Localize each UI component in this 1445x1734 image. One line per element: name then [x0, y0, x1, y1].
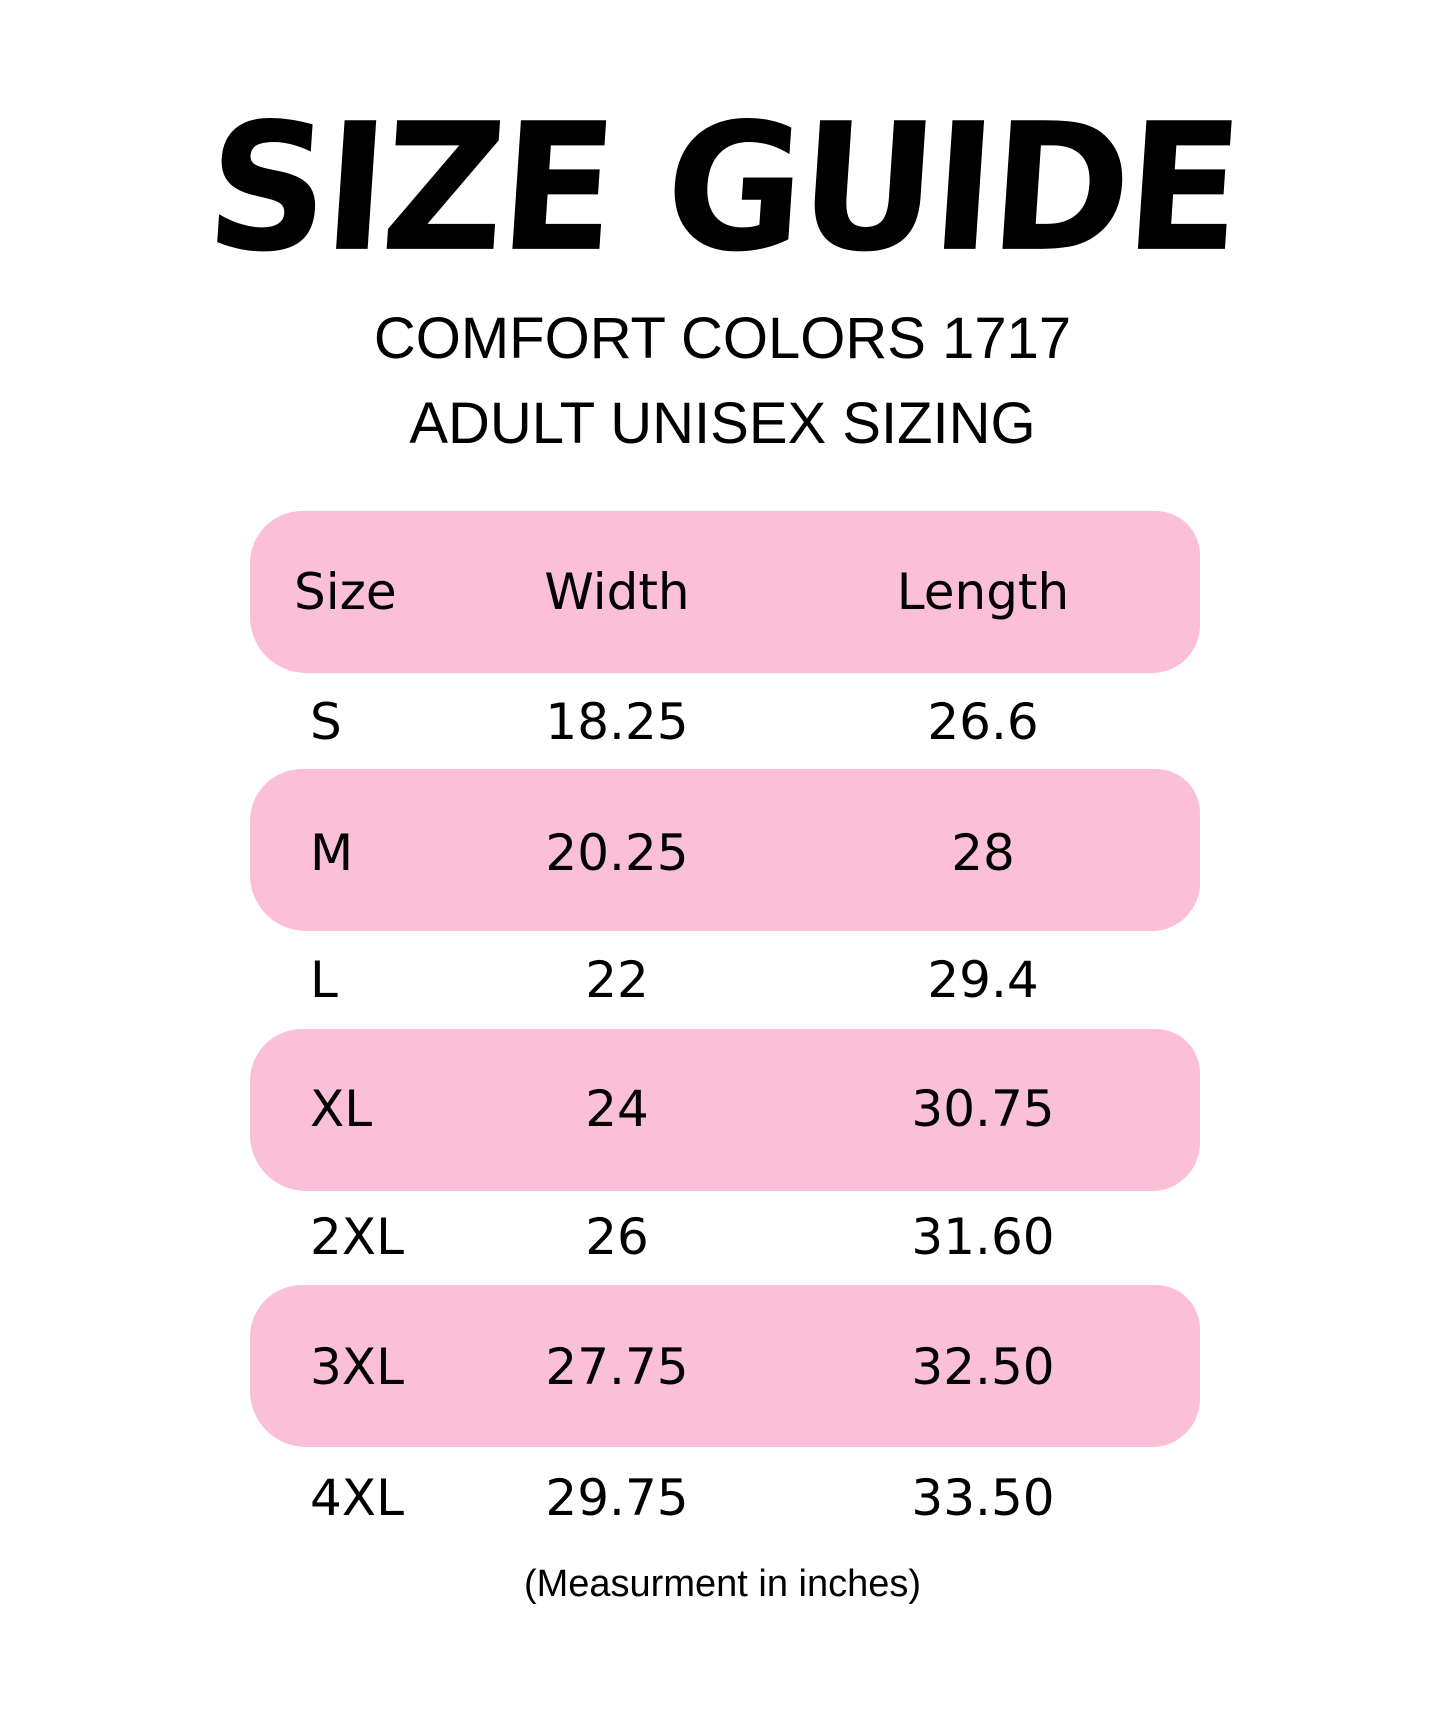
table-row: 3XL 27.75 32.50	[0, 1327, 1445, 1407]
page-title: SIZE GUIDE	[200, 85, 1245, 291]
cell-size: 4XL	[310, 1469, 404, 1527]
table-row: 4XL 29.75 33.50	[0, 1458, 1445, 1538]
cell-width: 18.25	[545, 693, 689, 751]
cell-length: 30.75	[911, 1080, 1055, 1138]
cell-size: XL	[310, 1080, 373, 1138]
table-row: L 22 29.4	[0, 940, 1445, 1020]
cell-width: 22	[585, 951, 649, 1009]
table-row: M 20.25 28	[0, 813, 1445, 893]
cell-size: 2XL	[310, 1208, 404, 1266]
cell-size: L	[310, 951, 338, 1009]
subtitle-sizing: ADULT UNISEX SIZING	[409, 391, 1036, 456]
cell-width: 29.75	[545, 1469, 689, 1527]
cell-length: 29.4	[927, 951, 1039, 1009]
cell-width: 26	[585, 1208, 649, 1266]
cell-length: 28	[951, 824, 1015, 882]
table-header: Size Width Length	[0, 552, 1445, 632]
row-band	[250, 1029, 1200, 1191]
cell-width: 20.25	[545, 824, 689, 882]
cell-size: M	[310, 824, 354, 882]
footnote: (Measurment in inches)	[523, 1563, 922, 1605]
cell-size: 3XL	[310, 1338, 404, 1396]
header-length: Length	[896, 563, 1070, 621]
cell-length: 26.6	[927, 693, 1039, 751]
cell-size: S	[310, 693, 342, 751]
cell-width: 27.75	[545, 1338, 689, 1396]
subtitle-brand: COMFORT COLORS 1717	[373, 306, 1072, 371]
header-width: Width	[544, 563, 690, 621]
row-band	[250, 1285, 1200, 1447]
header-band	[250, 511, 1200, 673]
row-band	[250, 769, 1200, 931]
cell-length: 33.50	[911, 1469, 1055, 1527]
cell-width: 24	[585, 1080, 649, 1138]
cell-length: 32.50	[911, 1338, 1055, 1396]
table-row: XL 24 30.75	[0, 1069, 1445, 1149]
cell-length: 31.60	[911, 1208, 1055, 1266]
table-row: 2XL 26 31.60	[0, 1197, 1445, 1277]
header-size: Size	[294, 563, 397, 621]
table-row: S 18.25 26.6	[0, 682, 1445, 762]
